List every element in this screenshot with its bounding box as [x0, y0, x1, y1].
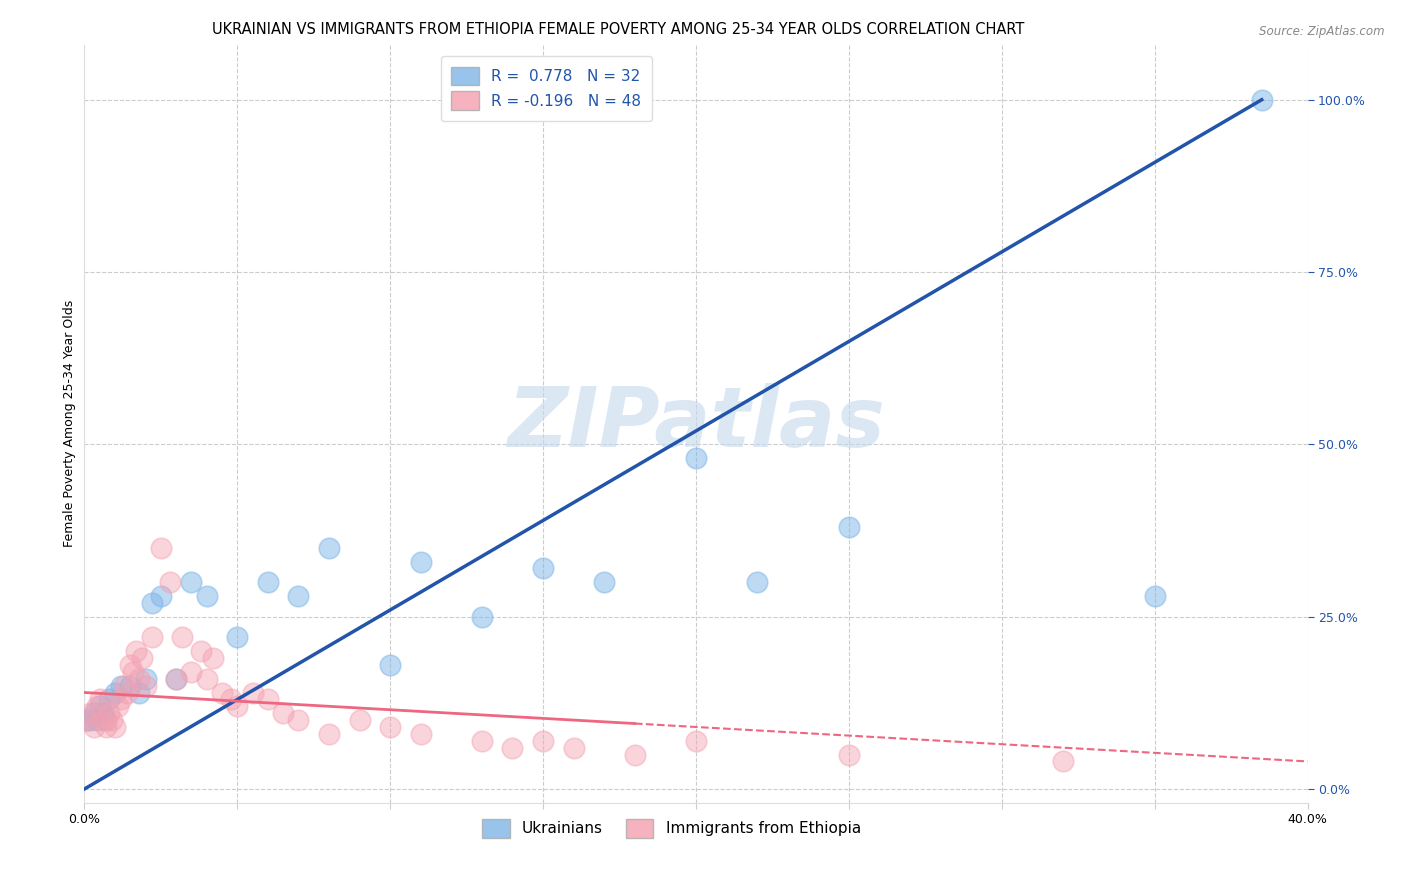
Point — [349, 713, 371, 727]
Point — [115, 685, 138, 699]
Point — [593, 575, 616, 590]
Point — [1250, 93, 1272, 107]
Point — [624, 747, 647, 762]
Point — [502, 740, 524, 755]
Point — [165, 672, 187, 686]
Point — [318, 727, 340, 741]
Text: UKRAINIAN VS IMMIGRANTS FROM ETHIOPIA FEMALE POVERTY AMONG 25-34 YEAR OLDS CORRE: UKRAINIAN VS IMMIGRANTS FROM ETHIOPIA FE… — [212, 22, 1025, 37]
Point — [141, 596, 163, 610]
Point — [380, 657, 402, 672]
Point — [89, 699, 111, 714]
Point — [211, 685, 233, 699]
Point — [257, 692, 280, 706]
Point — [149, 541, 172, 555]
Point — [159, 575, 181, 590]
Point — [195, 589, 218, 603]
Point — [190, 644, 212, 658]
Point — [685, 733, 707, 747]
Point — [135, 679, 157, 693]
Point — [101, 713, 124, 727]
Point — [180, 575, 202, 590]
Point — [91, 713, 114, 727]
Point — [149, 589, 172, 603]
Point — [195, 672, 218, 686]
Point — [112, 679, 135, 693]
Point — [89, 692, 111, 706]
Point — [226, 699, 249, 714]
Point — [685, 451, 707, 466]
Point — [83, 720, 105, 734]
Point — [125, 644, 148, 658]
Point — [409, 727, 432, 741]
Point — [128, 672, 150, 686]
Point — [107, 699, 129, 714]
Point — [86, 699, 108, 714]
Y-axis label: Female Poverty Among 25-34 Year Olds: Female Poverty Among 25-34 Year Olds — [63, 300, 76, 548]
Point — [287, 713, 309, 727]
Point — [318, 541, 340, 555]
Point — [219, 692, 242, 706]
Point — [471, 733, 494, 747]
Point — [76, 713, 98, 727]
Point — [120, 657, 142, 672]
Point — [91, 706, 114, 721]
Point — [201, 651, 224, 665]
Point — [271, 706, 294, 721]
Point — [110, 679, 132, 693]
Point — [94, 720, 117, 734]
Point — [287, 589, 309, 603]
Point — [97, 706, 120, 721]
Point — [110, 692, 132, 706]
Point — [531, 733, 554, 747]
Point — [141, 631, 163, 645]
Point — [94, 713, 117, 727]
Point — [83, 706, 105, 721]
Text: ZIPatlas: ZIPatlas — [508, 384, 884, 464]
Point — [1052, 755, 1074, 769]
Point — [409, 555, 432, 569]
Point — [380, 720, 402, 734]
Point — [172, 631, 194, 645]
Point — [242, 685, 264, 699]
Point — [747, 575, 769, 590]
Point — [104, 720, 127, 734]
Point — [1143, 589, 1166, 603]
Point — [226, 631, 249, 645]
Point — [838, 520, 860, 534]
Point — [135, 672, 157, 686]
Point — [79, 706, 101, 721]
Point — [180, 665, 202, 679]
Point — [128, 685, 150, 699]
Point — [76, 713, 98, 727]
Point — [838, 747, 860, 762]
Point — [471, 609, 494, 624]
Point — [120, 679, 142, 693]
Point — [104, 685, 127, 699]
Point — [86, 713, 108, 727]
Point — [165, 672, 187, 686]
Point — [131, 651, 153, 665]
Text: Source: ZipAtlas.com: Source: ZipAtlas.com — [1260, 25, 1385, 38]
Point — [257, 575, 280, 590]
Point — [562, 740, 585, 755]
Point — [97, 692, 120, 706]
Legend: Ukrainians, Immigrants from Ethiopia: Ukrainians, Immigrants from Ethiopia — [471, 808, 872, 848]
Point — [531, 561, 554, 575]
Point — [79, 713, 101, 727]
Point — [122, 665, 145, 679]
